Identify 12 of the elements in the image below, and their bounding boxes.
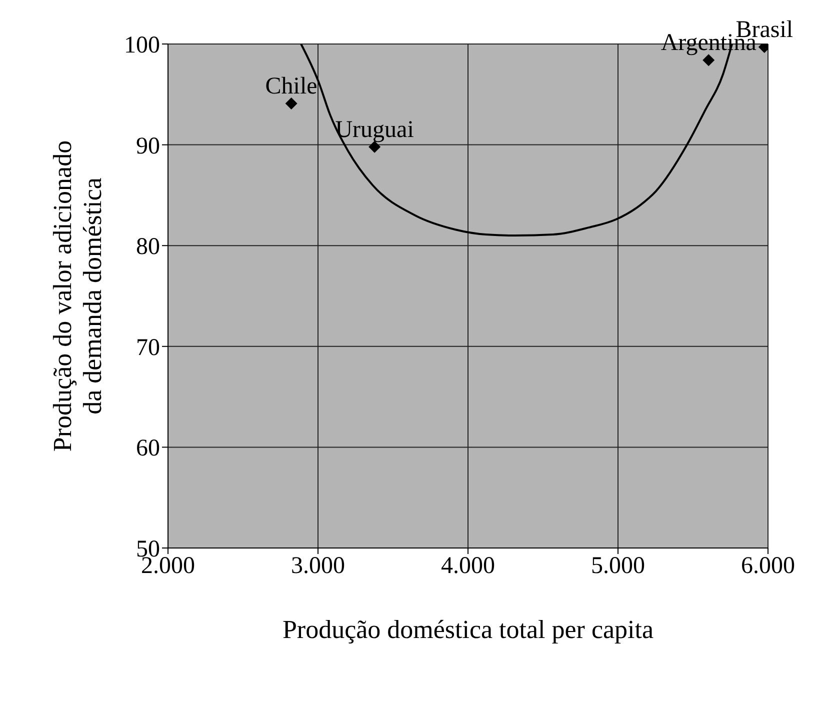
x-tick-label: 6.000: [741, 553, 795, 580]
x-axis-title: Produção doméstica total per capita: [282, 615, 654, 644]
y-tick-label: 60: [136, 436, 160, 462]
x-tick-label: 4.000: [441, 553, 495, 580]
y-axis-title: Produção do valor adicionado da demanda doméstica: [48, 140, 107, 452]
x-tick-label: 3.000: [291, 553, 345, 580]
y-tick-label: 90: [136, 133, 160, 160]
y-tick-label: 80: [136, 234, 160, 260]
y-tick-label: 70: [136, 334, 160, 361]
annotation: Chile: [265, 73, 318, 100]
y-tick-label: 100: [124, 32, 160, 59]
x-tick-label: 5.000: [591, 553, 645, 580]
